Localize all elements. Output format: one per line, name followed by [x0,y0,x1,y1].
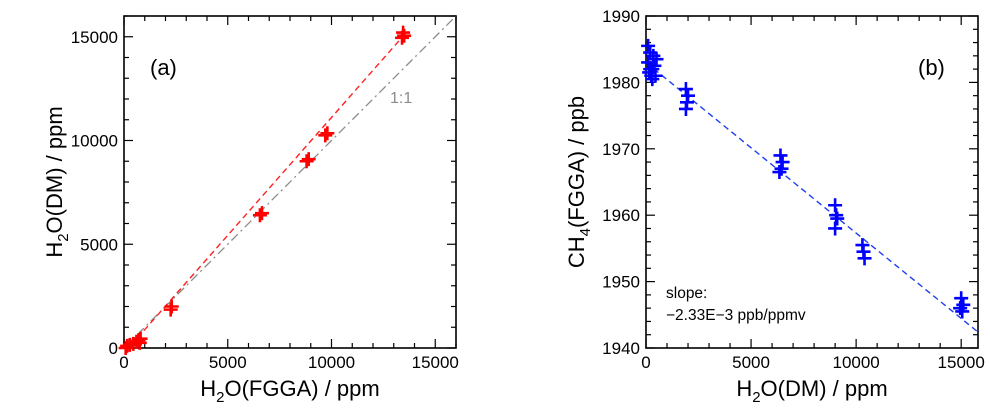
panel-b-label: (b) [918,55,945,80]
panel-a-y-tick-label: 0 [109,339,118,358]
panel-b-y-axis-label: CH4(FGGA) / ppb [564,96,594,268]
panel-a-reference-line [124,16,456,348]
panel-b-data-point [678,101,693,116]
panel-b-frame [645,15,979,349]
panel-b-data-point [643,45,658,60]
panel-a-y-axis-label: H2O(DM) / ppm [42,106,72,257]
panel-b-data-point [955,304,970,319]
panel-b-x-tick-label: 15000 [938,353,985,372]
panel-a-reference-line-label: 1:1 [390,90,412,107]
panel-b-data-point [773,148,788,163]
panel-a-x-tick-label: 10000 [308,353,355,372]
panel-a-data-point [299,154,314,169]
panel-a-data-point [252,208,267,223]
panel-a-y-tick-label: 10000 [71,132,118,151]
panel-b-x-tick-label: 5000 [732,353,770,372]
panel-a-x-tick-label: 15000 [412,353,459,372]
panel-a-y-tick-label: 5000 [80,235,118,254]
panel-b-slope-annotation: slope: [666,285,707,302]
panel-b-y-tick-label: 1940 [602,339,640,358]
panel-b-data-point [649,52,664,67]
panel-a-data-point [396,25,411,40]
panel-b-data-point [678,82,693,97]
panel-b-data-point [643,62,658,77]
panel-a-fit-line [127,32,407,348]
panel-b-y-tick-label: 1960 [602,206,640,225]
panel-a-x-axis-label: H2O(FGGA) / ppm [200,376,379,406]
panel-b-data-point [953,301,968,316]
panel-b-x-axis-label: H2O(DM) / ppm [736,376,887,406]
panel-a-x-tick-label: 0 [119,353,128,372]
panel-b-data-point [774,161,789,176]
panel-a-data-point [164,299,179,314]
panel-b-data-point [772,165,787,180]
panel-a-data-point [318,128,333,143]
panel-b-data-point [645,72,660,87]
panel-b-x-tick-label: 10000 [832,353,879,372]
panel-b-x-tick-label: 0 [641,353,650,372]
panel-a-x-tick-label: 5000 [209,353,247,372]
panel-a-data-point [320,126,335,141]
panel-a-label: (a) [150,55,177,80]
panel-b-data-point [857,251,872,266]
panel-b: 0 5000 10000 15000 1940 1950 1960 1970 1980 1990 H… [564,7,985,406]
panel-a-data-point [301,152,316,167]
panel-b-fit-line [646,61,978,333]
panel-a-y-tick-label: 15000 [71,28,118,47]
panel-b-y-tick-label: 1950 [602,273,640,292]
panel-b-data-point [646,48,661,63]
panel-b-data-point [828,221,843,236]
panel-b-y-tick-label: 1990 [602,7,640,26]
panel-b-slope-annotation: −2.33E−3 ppb/ppmv [666,307,806,324]
panel-b-data-point [830,211,845,226]
panel-b-data-point [641,38,656,53]
panel-b-y-tick-label: 1980 [602,73,640,92]
panel-b-y-tick-label: 1970 [602,140,640,159]
panel-a: 0 5000 10000 15000 0 5000 10000 15000 H2O(FGGA) … [42,15,459,406]
panel-a-data-point [132,335,147,350]
panel-a-data-point [254,206,269,221]
